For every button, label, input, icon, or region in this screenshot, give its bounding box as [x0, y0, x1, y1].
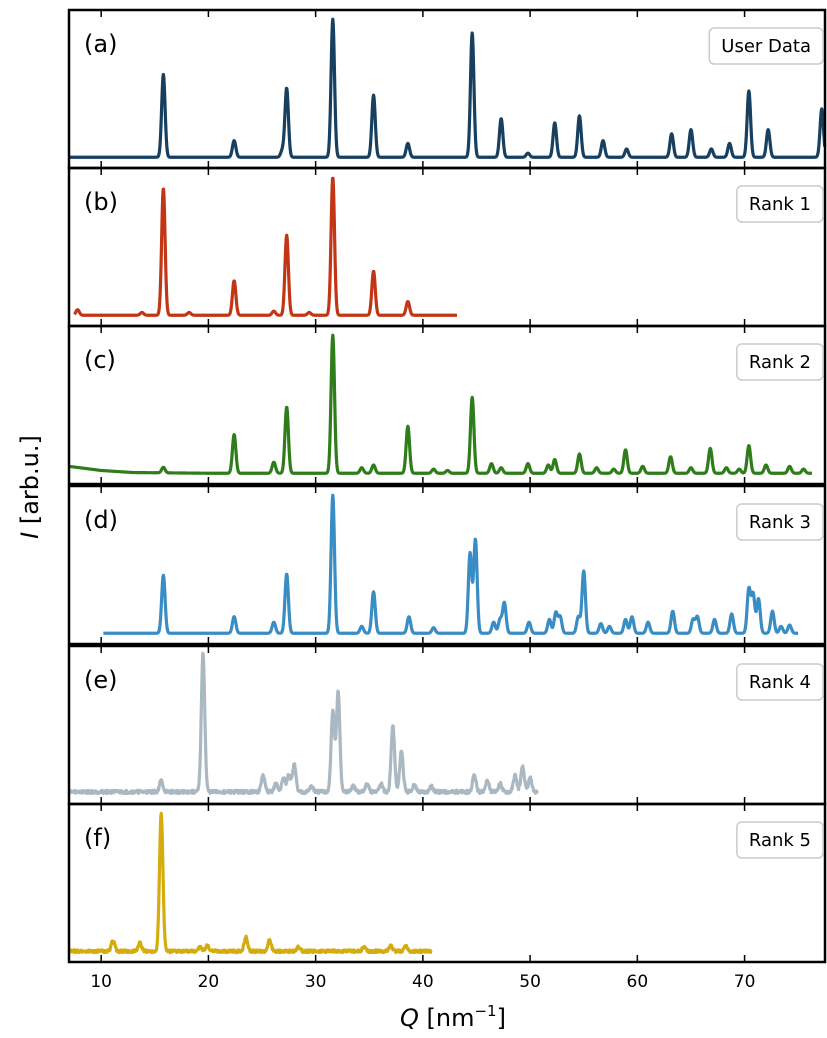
y-axis-title: I [arb.u.]: [16, 435, 44, 539]
panel-letter: (a): [84, 30, 117, 58]
series-line-rank-4: [67, 651, 539, 796]
panel-c: (c) Rank 2: [67, 324, 827, 486]
panel-letter: (e): [84, 666, 118, 694]
x-tick-label: 30: [305, 972, 327, 992]
legend-label: User Data: [721, 36, 811, 57]
panel-frame: [67, 324, 827, 486]
x-tick-label: 50: [519, 972, 541, 992]
x-tick-label: 10: [90, 972, 112, 992]
x-axis-title: Q [nm−1]: [400, 1002, 506, 1032]
series-line-rank-5: [67, 811, 433, 955]
x-tick-label: 40: [412, 972, 434, 992]
series-line-rank-3: [102, 493, 800, 635]
panel-frame: [67, 644, 827, 806]
panel-letter: (b): [84, 188, 118, 216]
panel-frame: [67, 166, 827, 328]
panels-layer: (a) User Data(b) Rank 1(c) Rank 2(d) Rank 3(…: [67, 8, 827, 964]
panel-frame: [67, 484, 827, 646]
legend-box: [736, 185, 824, 223]
legend-box: [736, 503, 824, 541]
x-tick-label: 70: [734, 972, 756, 992]
panel-letter: (d): [84, 506, 118, 534]
legend-box: [708, 27, 824, 65]
legend-box: [736, 821, 824, 859]
panel-e: (e) Rank 4: [67, 644, 827, 806]
series-line-rank-2: [67, 333, 814, 475]
legend-label: Rank 3: [749, 512, 811, 533]
panel-frame: [67, 802, 827, 964]
panel-letter: (f): [84, 824, 111, 852]
legend-label: Rank 1: [749, 194, 811, 215]
series-line-user-data: [67, 17, 827, 159]
x-tick-label: 60: [627, 972, 649, 992]
panel-d: (d) Rank 3: [67, 484, 827, 646]
panel-f: (f) Rank 5: [67, 802, 827, 964]
legend-box: [736, 663, 824, 701]
panel-a: (a) User Data: [67, 8, 827, 170]
legend-label: Rank 5: [749, 830, 811, 851]
x-axis: 10 20 30 40 50 60 70: [90, 972, 755, 992]
legend-box: [736, 343, 824, 381]
panel-letter: (c): [84, 346, 116, 374]
panel-b: (b) Rank 1: [67, 166, 827, 328]
series-line-rank-1: [73, 176, 459, 317]
legend-label: Rank 4: [749, 672, 811, 693]
legend-label: Rank 2: [749, 352, 811, 373]
x-tick-label: 20: [198, 972, 220, 992]
